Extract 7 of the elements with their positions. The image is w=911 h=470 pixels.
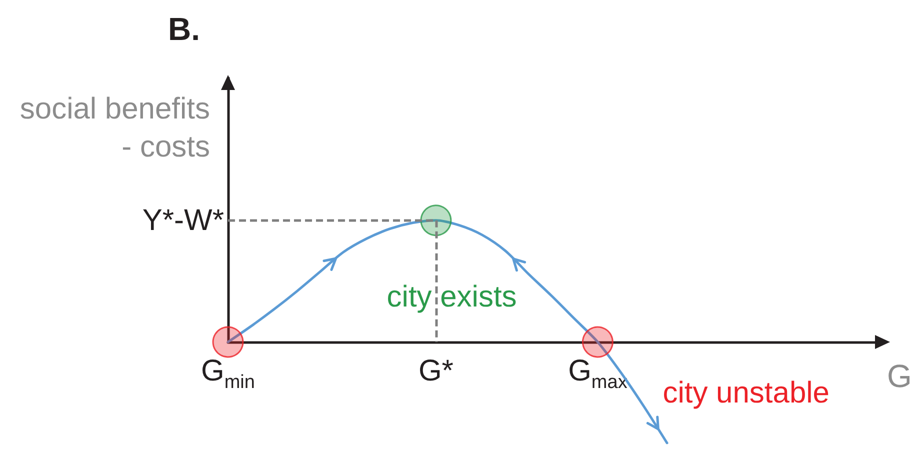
text: city exists xyxy=(386,280,517,314)
annotation: Y*-W* xyxy=(142,204,224,237)
chart-title: B. xyxy=(168,11,200,47)
y-axis-title: social benefits - costs xyxy=(20,92,210,164)
series-label: city unstable xyxy=(662,376,830,410)
x-tick-label: G* xyxy=(418,354,454,388)
x-axis-title: G xyxy=(887,358,911,394)
